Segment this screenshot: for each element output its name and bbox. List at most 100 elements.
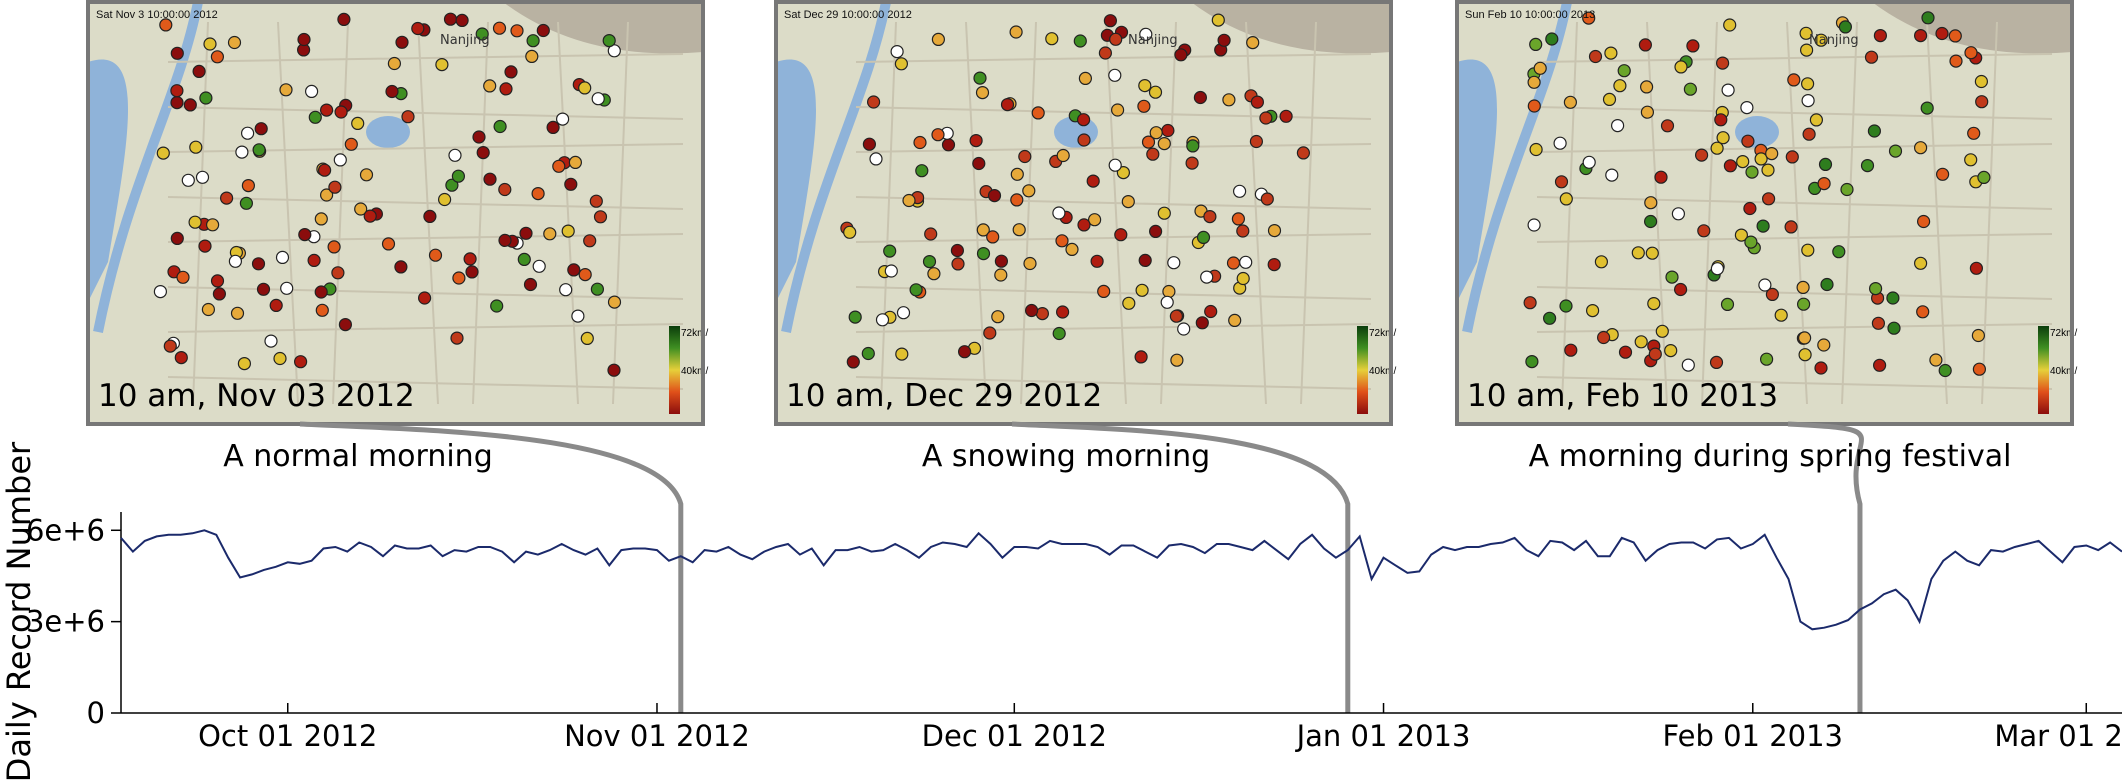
sensor-marker bbox=[1643, 214, 1658, 229]
sensor-marker bbox=[1200, 270, 1214, 284]
sensor-marker bbox=[1867, 124, 1882, 138]
sensor-marker bbox=[438, 192, 452, 207]
sensor-marker bbox=[1814, 361, 1828, 375]
sensor-marker bbox=[1710, 141, 1724, 155]
sensor-marker bbox=[1545, 32, 1559, 46]
sensor-marker bbox=[206, 218, 220, 232]
road bbox=[1561, 21, 1578, 405]
sensor-marker bbox=[972, 156, 986, 171]
sensor-marker bbox=[463, 252, 477, 266]
sensor-marker bbox=[607, 44, 621, 58]
sensor-marker bbox=[1971, 328, 1986, 343]
road bbox=[167, 106, 684, 120]
sensor-marker bbox=[1267, 258, 1281, 272]
sensor-marker bbox=[593, 210, 608, 224]
map-timestamp: Sat Nov 3 10:00:00 2012 bbox=[96, 9, 218, 21]
sensor-marker bbox=[1525, 355, 1539, 369]
road bbox=[1536, 106, 2053, 120]
sensor-marker bbox=[1671, 207, 1686, 221]
sensor-marker bbox=[1162, 284, 1176, 299]
sensor-marker bbox=[602, 33, 616, 48]
sensor-marker bbox=[1009, 25, 1023, 39]
sensor-marker bbox=[931, 128, 945, 142]
map-panels: Nanjing Sat Nov 3 10:00:00 2012 72km/40km/… bbox=[86, 0, 2077, 426]
y-tick-label: 0 bbox=[87, 696, 105, 730]
sensor-marker bbox=[1073, 34, 1087, 48]
road bbox=[855, 233, 1372, 243]
road bbox=[1841, 21, 1858, 405]
sensor-marker bbox=[1236, 224, 1250, 238]
sensor-marker bbox=[1935, 26, 1949, 41]
sensor-marker bbox=[1138, 78, 1152, 93]
sensor-marker bbox=[1610, 118, 1625, 133]
x-tick-label: Nov 01 2012 bbox=[564, 719, 750, 753]
sensor-marker bbox=[176, 270, 190, 284]
sensor-marker bbox=[156, 146, 170, 160]
sensor-marker bbox=[483, 172, 497, 186]
x-tick-label: Mar 01 2013 bbox=[1994, 719, 2122, 753]
sensor-marker bbox=[1250, 95, 1265, 109]
sensor-marker bbox=[264, 334, 278, 348]
sensor-marker bbox=[591, 92, 605, 106]
sensor-marker bbox=[517, 252, 531, 266]
sensor-marker bbox=[1694, 148, 1709, 162]
sensor-marker bbox=[1185, 156, 1199, 170]
sensor-marker bbox=[931, 32, 946, 47]
sensor-marker bbox=[1108, 158, 1122, 172]
sensor-marker bbox=[320, 103, 334, 117]
sensor-marker bbox=[1617, 64, 1631, 78]
sensor-marker bbox=[1055, 234, 1069, 248]
sensor-marker bbox=[1090, 254, 1104, 268]
sensor-marker bbox=[163, 339, 177, 353]
sensor-marker bbox=[866, 95, 881, 109]
sensor-marker bbox=[1222, 93, 1236, 107]
x-tick-label: Dec 01 2012 bbox=[922, 719, 1107, 753]
sensor-marker bbox=[1604, 46, 1618, 60]
sensor-marker bbox=[327, 240, 341, 254]
road bbox=[167, 376, 684, 390]
sensor-marker bbox=[1170, 353, 1184, 367]
sensor-marker bbox=[189, 140, 203, 154]
hills bbox=[503, 2, 703, 54]
sensor-marker bbox=[1818, 157, 1833, 171]
sensor-marker bbox=[465, 265, 479, 279]
sensor-marker bbox=[1871, 316, 1886, 330]
sensor-marker bbox=[1523, 296, 1537, 310]
road bbox=[855, 376, 1372, 390]
sensor-marker bbox=[1108, 68, 1122, 82]
map-caption: 10 am, Dec 29 2012 bbox=[786, 378, 1102, 414]
sensor-marker bbox=[395, 35, 409, 49]
sensor-marker bbox=[957, 345, 972, 359]
sensor-marker bbox=[1817, 338, 1831, 352]
sensor-marker bbox=[1134, 350, 1148, 364]
sensor-marker bbox=[1631, 246, 1645, 260]
sensor-marker bbox=[192, 64, 206, 79]
sensor-marker bbox=[199, 91, 213, 105]
sensor-marker bbox=[869, 152, 883, 166]
sensor-marker bbox=[359, 168, 374, 182]
sensor-marker bbox=[1916, 305, 1930, 319]
sensor-marker bbox=[1913, 256, 1928, 270]
sensor-marker bbox=[1279, 109, 1293, 123]
sensor-marker bbox=[170, 95, 184, 110]
sensor-marker bbox=[607, 295, 622, 309]
sensor-marker bbox=[1741, 134, 1755, 148]
sensor-marker bbox=[1138, 253, 1152, 267]
sensor-marker bbox=[1639, 80, 1654, 94]
road bbox=[167, 53, 684, 63]
sensor-marker bbox=[1681, 358, 1695, 372]
sensor-marker bbox=[1103, 14, 1118, 28]
sensor-marker bbox=[559, 283, 573, 297]
road bbox=[1536, 233, 2053, 243]
sensor-marker bbox=[1921, 11, 1935, 25]
sensor-marker bbox=[1801, 243, 1815, 257]
sensor-marker bbox=[983, 326, 997, 340]
sensor-marker bbox=[884, 264, 898, 278]
sensor-marker bbox=[568, 155, 583, 169]
road bbox=[1105, 21, 1127, 405]
sensor-marker bbox=[1174, 48, 1188, 62]
sensor-marker bbox=[1647, 297, 1661, 311]
sensor-marker bbox=[924, 227, 938, 241]
sensor-marker bbox=[159, 18, 173, 32]
sensor-marker bbox=[1527, 218, 1541, 232]
